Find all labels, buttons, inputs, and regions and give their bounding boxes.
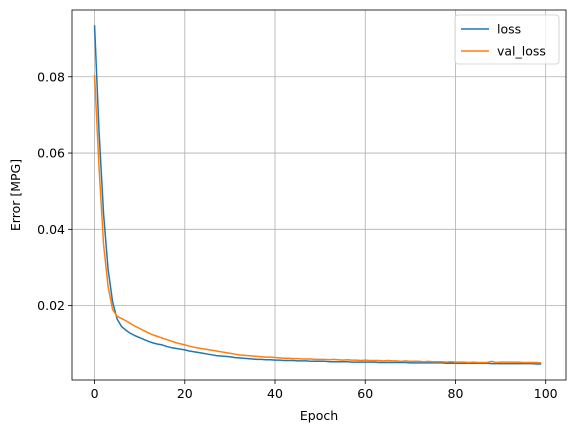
legend-label-loss: loss [497, 22, 521, 37]
series-line-val-loss [93, 74, 542, 364]
x-tick-label: 40 [267, 386, 283, 401]
series-line-loss [93, 25, 542, 365]
y-axis-ticks: 0.02 0.04 0.06 0.08 [37, 69, 72, 313]
x-tick-label: 80 [448, 386, 464, 401]
y-axis-label: Error [MPG] [8, 159, 23, 231]
y-tick-label: 0.04 [37, 222, 65, 237]
y-tick-label: 0.08 [37, 69, 65, 84]
x-tick-label: 60 [357, 386, 373, 401]
y-tick-label: 0.02 [37, 298, 65, 313]
legend: loss val_loss [454, 14, 560, 65]
x-axis-ticks: 0 20 40 60 80 100 [91, 380, 558, 401]
grid-lines [72, 10, 566, 380]
y-tick-label: 0.06 [37, 146, 65, 161]
x-tick-label: 20 [177, 386, 193, 401]
plot-frame [71, 9, 567, 381]
x-tick-label: 100 [534, 386, 558, 401]
legend-label-val-loss: val_loss [497, 44, 546, 59]
x-tick-label: 0 [91, 386, 99, 401]
series-layer [93, 25, 542, 365]
x-axis-label: Epoch [300, 408, 338, 423]
